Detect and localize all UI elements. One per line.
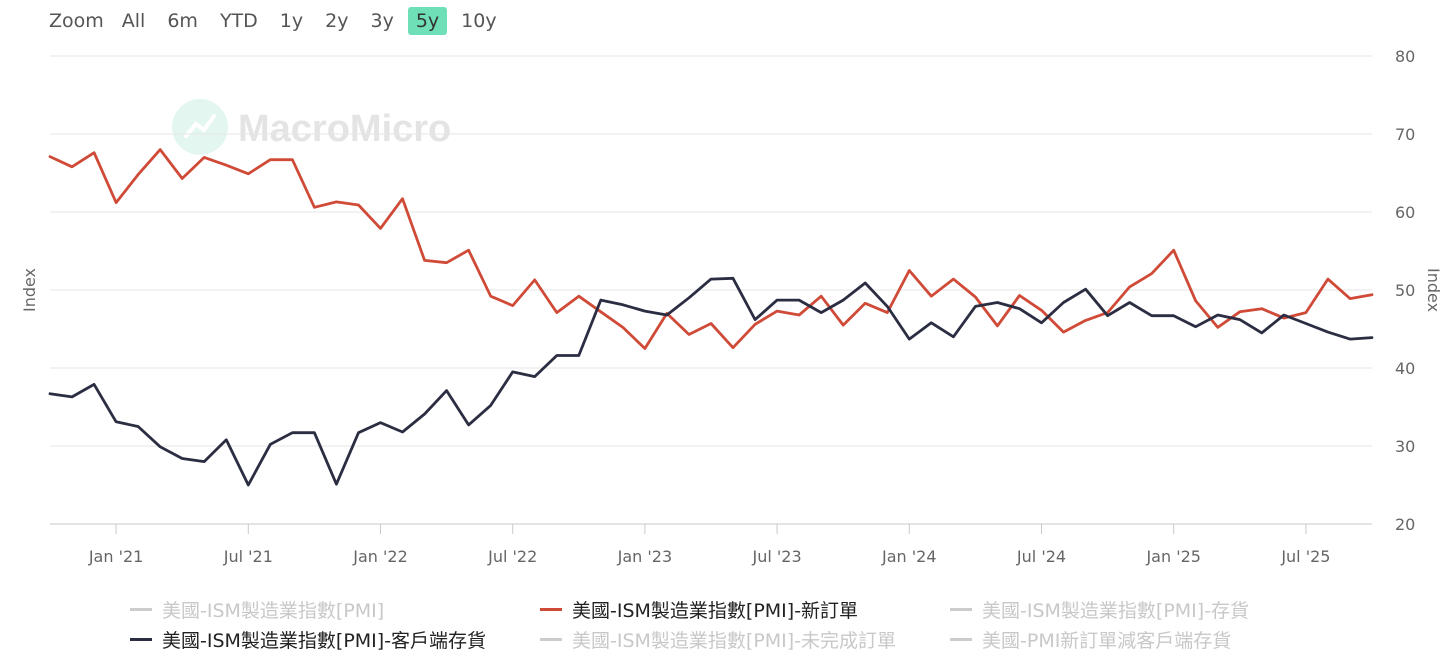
x-tick-label: Jul '24 [1016,547,1066,566]
y-tick-label: 40 [1395,359,1415,378]
legend-swatch [540,638,562,641]
legend-label: 美國-ISM製造業指數[PMI]-客戶端存貨 [162,630,487,652]
legend-item-customer-inventories[interactable]: 美國-ISM製造業指數[PMI]-客戶端存貨 [130,626,486,653]
legend-swatch [950,638,972,641]
x-tick-label: Jul '25 [1280,547,1330,566]
zoom-6m-button[interactable]: 6m [167,10,198,32]
y-tick-label: 20 [1395,515,1415,534]
legend-label: 美國-ISM製造業指數[PMI]-未完成訂單 [572,630,897,652]
y-axis-label-left: Index [20,268,39,312]
zoom-ytd-button[interactable]: YTD [219,10,258,32]
zoom-label: Zoom [49,10,104,32]
legend-item-new-orders-minus-customer-inventories[interactable]: 美國-PMI新訂單減客戶端存貨 [950,626,1231,653]
x-tick-label: Jul '22 [487,547,537,566]
legend-swatch [950,608,972,611]
legend-label: 美國-ISM製造業指數[PMI] [162,600,385,622]
series-line-0 [48,148,1374,350]
series-lines [48,148,1374,487]
x-tick-label: Jan '23 [617,547,673,566]
x-tick-label: Jul '23 [752,547,802,566]
x-tick-label: Jan '22 [352,547,408,566]
y-axis: 20 30 40 50 60 70 80 [1395,47,1415,534]
line-chart: MacroMicro Jan '21 Jul '21 Jan '22 Jul '22 J… [20,47,1443,566]
zoom-1y-button[interactable]: 1y [279,10,304,32]
x-tick-label: Jul '21 [223,547,273,566]
legend-label: 美國-ISM製造業指數[PMI]-新訂單 [572,600,859,622]
legend-label: 美國-PMI新訂單減客戶端存貨 [982,630,1232,652]
y-tick-label: 60 [1395,203,1415,222]
watermark-text: MacroMicro [238,108,451,150]
legend-label: 美國-ISM製造業指數[PMI]-存貨 [982,600,1250,622]
y-axis-label-right: Index [1424,268,1443,312]
legend-swatch [540,608,562,611]
legend-item-pmi[interactable]: 美國-ISM製造業指數[PMI] [130,596,384,623]
legend-swatch [130,608,152,611]
y-tick-label: 70 [1395,125,1415,144]
x-tick-label: Jan '21 [88,547,144,566]
zoom-bar: Zoom All 6m YTD 1y 2y 3y 5y 10y [40,4,511,38]
x-tick-label: Jan '25 [1145,547,1201,566]
zoom-3y-button[interactable]: 3y [370,10,394,32]
legend: 美國-ISM製造業指數[PMI] 美國-ISM製造業指數[PMI]-新訂單 美國… [0,590,1456,670]
zoom-10y-button[interactable]: 10y [461,10,497,32]
x-tick-label: Jan '24 [881,547,937,566]
legend-swatch [130,638,152,641]
legend-item-backlog-orders[interactable]: 美國-ISM製造業指數[PMI]-未完成訂單 [540,626,896,653]
y-tick-label: 50 [1395,281,1415,300]
zoom-5y-button[interactable]: 5y [407,7,448,35]
series-line-1 [48,276,1374,487]
gridlines [50,55,1372,447]
legend-item-new-orders[interactable]: 美國-ISM製造業指數[PMI]-新訂單 [540,596,858,623]
y-tick-label: 80 [1395,47,1415,66]
x-axis: Jan '21 Jul '21 Jan '22 Jul '22 Jan '23 Jul '… [50,523,1372,566]
watermark-logo-line [184,114,216,138]
watermark: MacroMicro [172,99,451,155]
zoom-2y-button[interactable]: 2y [325,10,349,32]
zoom-all-button[interactable]: All [121,10,146,32]
legend-item-inventories[interactable]: 美國-ISM製造業指數[PMI]-存貨 [950,596,1249,623]
y-tick-label: 30 [1395,437,1415,456]
